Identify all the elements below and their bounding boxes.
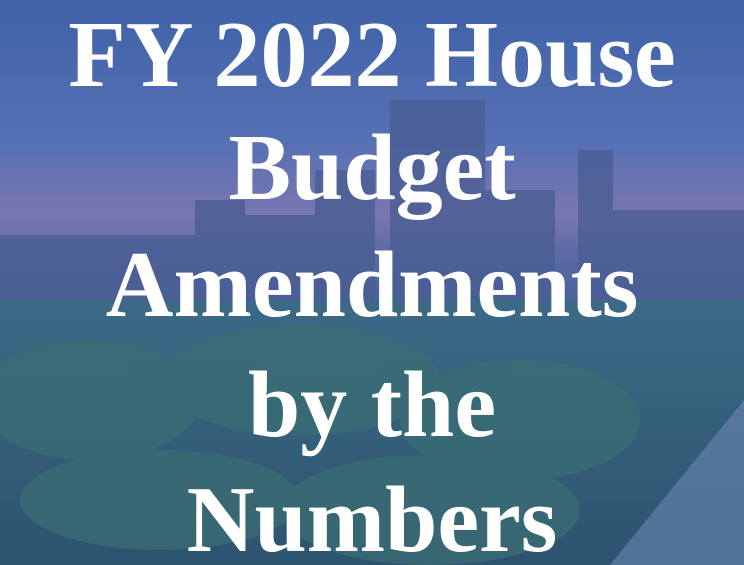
title-line: Amendments [106, 233, 639, 337]
tree-canopy [0, 325, 640, 565]
title-line: Numbers [187, 468, 558, 565]
skyline [0, 100, 744, 315]
title-line: Budget [228, 116, 515, 220]
title-line: by the [248, 353, 496, 457]
title-line: FY 2022 House [68, 3, 676, 107]
road [610, 400, 744, 565]
